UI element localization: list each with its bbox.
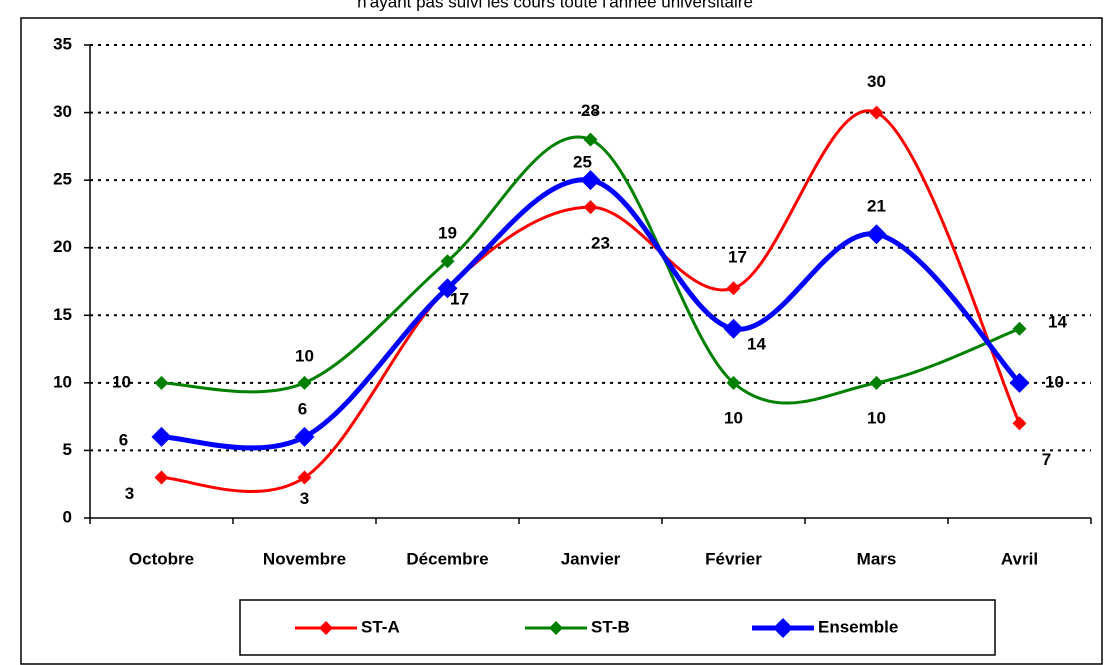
marker (726, 281, 741, 296)
y-tick-label: 10 (53, 372, 72, 391)
data-label: 10 (1045, 372, 1064, 391)
marker (723, 318, 744, 339)
marker (294, 426, 315, 447)
chart-frame (20, 17, 1103, 665)
data-label: 28 (581, 101, 600, 120)
marker (151, 426, 172, 447)
data-label: 6 (119, 430, 128, 449)
marker (437, 278, 458, 299)
x-tick-label: Janvier (561, 549, 621, 568)
x-tick-label: Avril (1001, 549, 1038, 568)
x-tick-label: Novembre (263, 549, 346, 568)
marker (1012, 321, 1027, 336)
y-tick-label: 30 (53, 102, 72, 121)
data-label: 14 (747, 334, 766, 353)
legend-marker (549, 621, 563, 635)
legend-label: ST-B (591, 617, 630, 636)
marker (440, 254, 455, 269)
y-tick-label: 5 (63, 440, 72, 459)
marker (580, 170, 601, 191)
y-tick-label: 35 (53, 34, 72, 53)
x-tick-label: Mars (857, 549, 897, 568)
data-label: 7 (1042, 450, 1051, 469)
marker (154, 375, 169, 390)
data-label: 19 (438, 224, 457, 243)
data-label: 30 (867, 72, 886, 91)
marker (154, 470, 169, 485)
marker (869, 105, 884, 120)
legend-marker (773, 618, 793, 638)
data-label: 10 (295, 346, 314, 365)
marker (583, 200, 598, 215)
y-tick-label: 25 (53, 170, 72, 189)
marker (726, 375, 741, 390)
data-label: 21 (867, 197, 886, 216)
marker (583, 132, 598, 147)
data-label: 6 (298, 399, 307, 418)
y-tick-label: 15 (53, 305, 72, 324)
x-tick-label: Décembre (406, 549, 488, 568)
series-line (161, 109, 1021, 493)
data-label: 25 (573, 153, 592, 172)
data-label: 17 (728, 248, 747, 267)
marker (1012, 416, 1027, 431)
data-label: 10 (112, 372, 131, 391)
legend-marker (319, 621, 333, 635)
data-label: 23 (591, 234, 610, 253)
y-tick-label: 20 (53, 237, 72, 256)
data-label: 10 (867, 408, 886, 427)
data-label: 17 (450, 290, 469, 309)
data-label: 14 (1048, 312, 1067, 331)
marker (866, 224, 887, 245)
data-label: 17 (450, 290, 469, 309)
data-label: 3 (125, 484, 134, 503)
marker (297, 375, 312, 390)
data-label: 3 (300, 489, 309, 508)
legend-box (239, 599, 996, 656)
legend-label: ST-A (361, 617, 400, 636)
x-tick-label: Octobre (129, 549, 194, 568)
marker (869, 375, 884, 390)
chart-title: n'ayant pas suivi les cours toute l'anné… (357, 0, 753, 11)
x-tick-label: Février (705, 549, 762, 568)
legend-label: Ensemble (818, 617, 898, 636)
marker (297, 470, 312, 485)
marker (1009, 372, 1030, 393)
data-label: 10 (724, 408, 743, 427)
y-tick-label: 0 (63, 507, 72, 526)
